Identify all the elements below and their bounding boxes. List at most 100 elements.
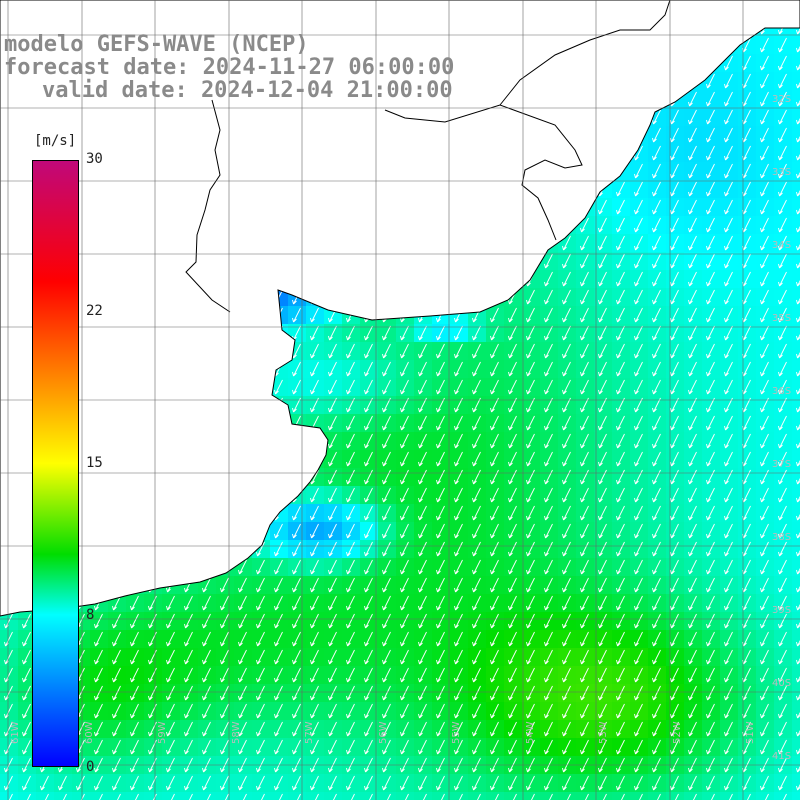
wind-arrow [544, 613, 553, 629]
wind-arrow [8, 793, 13, 800]
wind-arrow [350, 793, 355, 800]
wind-speed-cell [252, 792, 270, 800]
wind-arrow [472, 523, 481, 539]
wind-arrow [526, 415, 535, 431]
wind-arrow [760, 307, 769, 323]
wind-arrow [616, 199, 625, 215]
wind-arrow [544, 361, 553, 377]
wind-arrow [292, 577, 301, 593]
wind-arrow [652, 577, 661, 593]
wind-speed-cell [792, 702, 800, 720]
wind-arrow [760, 451, 769, 467]
wind-arrow [328, 451, 337, 467]
wind-speed-cell [18, 792, 36, 800]
wind-arrow [688, 559, 697, 575]
wind-arrow [490, 397, 499, 413]
wind-arrow [526, 541, 535, 557]
wind-arrow [634, 613, 643, 629]
wind-speed-cell [486, 792, 504, 800]
longitude-label: 51W [745, 721, 756, 744]
wind-arrow [328, 325, 337, 341]
wind-arrow [634, 181, 643, 197]
wind-speed-cell [792, 540, 800, 558]
wind-arrow [634, 217, 643, 233]
wind-arrow [760, 235, 769, 251]
wind-arrow [598, 721, 607, 737]
wind-arrow [688, 163, 697, 179]
wind-arrow [598, 487, 607, 503]
wind-arrow [796, 117, 800, 125]
wind-arrow [796, 747, 800, 755]
wind-arrow [112, 649, 121, 665]
wind-arrow [796, 567, 800, 575]
wind-arrow [706, 577, 715, 593]
wind-arrow [490, 703, 499, 719]
wind-speed-cell [792, 504, 800, 522]
wind-arrow [310, 595, 319, 611]
longitude-label: 56W [378, 721, 389, 744]
wind-arrow [526, 505, 535, 521]
wind-arrow [670, 235, 679, 251]
wind-arrow [364, 613, 373, 629]
wind-arrow [652, 271, 661, 287]
wind-arrow [364, 685, 373, 701]
wind-arrow [634, 397, 643, 413]
wind-arrow [616, 487, 625, 503]
wind-arrow [526, 775, 535, 791]
wind-arrow [454, 343, 463, 359]
wind-arrow [760, 703, 769, 719]
wind-arrow [382, 739, 391, 755]
wind-arrow [436, 433, 445, 449]
wind-arrow [580, 577, 589, 593]
wind-arrow [202, 595, 211, 611]
wind-arrow [724, 145, 733, 161]
wind-arrow [778, 325, 787, 341]
wind-arrow [688, 397, 697, 413]
wind-arrow [454, 739, 463, 755]
wind-arrow [634, 649, 643, 665]
wind-arrow [760, 685, 769, 701]
wind-arrow [386, 793, 391, 800]
wind-arrow [274, 379, 283, 395]
wind-arrow [112, 775, 121, 791]
wind-arrow [706, 685, 715, 701]
wind-arrow [706, 109, 715, 125]
wind-arrow [152, 793, 157, 800]
wind-arrow [220, 667, 229, 683]
wind-arrow [526, 649, 535, 665]
wind-arrow [724, 667, 733, 683]
wind-arrow [616, 433, 625, 449]
wind-arrow [760, 343, 769, 359]
wind-arrow [310, 739, 319, 755]
wind-arrow [364, 541, 373, 557]
wind-arrow [22, 631, 31, 647]
wind-arrow [688, 271, 697, 287]
wind-arrow [724, 379, 733, 395]
wind-arrow [418, 469, 427, 485]
wind-arrow [778, 307, 787, 323]
wind-arrow [454, 505, 463, 521]
wind-arrow [328, 613, 337, 629]
wind-arrow [436, 541, 445, 557]
wind-arrow [652, 343, 661, 359]
wind-arrow [508, 379, 517, 395]
wind-arrow [688, 451, 697, 467]
wind-arrow [346, 523, 355, 539]
wind-speed-cell [792, 216, 800, 234]
wind-arrow [670, 433, 679, 449]
wind-arrow [22, 685, 31, 701]
wind-arrow [346, 721, 355, 737]
wind-arrow [454, 613, 463, 629]
wind-speed-cell [630, 792, 648, 800]
wind-speed-cell [792, 360, 800, 378]
wind-arrow [760, 559, 769, 575]
wind-arrow [364, 631, 373, 647]
wind-arrow [580, 775, 589, 791]
wind-arrow [706, 469, 715, 485]
wind-arrow [454, 721, 463, 737]
wind-arrow [310, 505, 319, 521]
wind-arrow [674, 793, 679, 800]
wind-arrow [544, 577, 553, 593]
wind-arrow [616, 703, 625, 719]
